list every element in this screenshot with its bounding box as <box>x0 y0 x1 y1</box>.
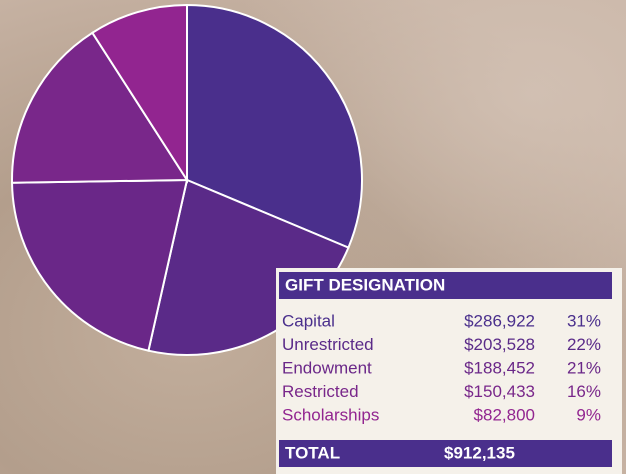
legend-percent: 22% <box>567 335 601 354</box>
legend-rows: Capital $286,922 31% Unrestricted $203,528 22… <box>282 311 601 424</box>
legend-label: Endowment <box>282 358 372 377</box>
legend-label: Capital <box>282 311 335 330</box>
legend-amount: $286,922 <box>464 311 535 330</box>
legend-amount: $150,433 <box>464 382 535 401</box>
pie-slice <box>186 3 363 249</box>
legend-box <box>276 268 622 474</box>
legend-percent: 21% <box>567 358 601 377</box>
total-label: TOTAL <box>285 443 340 462</box>
legend-amount: $82,800 <box>474 405 535 424</box>
legend-title: GIFT DESIGNATION <box>285 275 445 294</box>
pie-slice <box>11 31 189 184</box>
total-value: $912,135 <box>444 443 515 462</box>
legend-percent: 9% <box>576 405 601 424</box>
legend-label: Restricted <box>282 382 359 401</box>
legend-label: Scholarships <box>282 405 379 424</box>
pie-slice <box>91 3 188 184</box>
pie-slice <box>11 178 189 352</box>
total-bar <box>279 440 612 467</box>
legend-amount: $203,528 <box>464 335 535 354</box>
legend-label: Unrestricted <box>282 335 374 354</box>
legend-percent: 16% <box>567 382 601 401</box>
legend-amount: $188,452 <box>464 358 535 377</box>
legend-percent: 31% <box>567 311 601 330</box>
legend-header <box>279 272 612 299</box>
